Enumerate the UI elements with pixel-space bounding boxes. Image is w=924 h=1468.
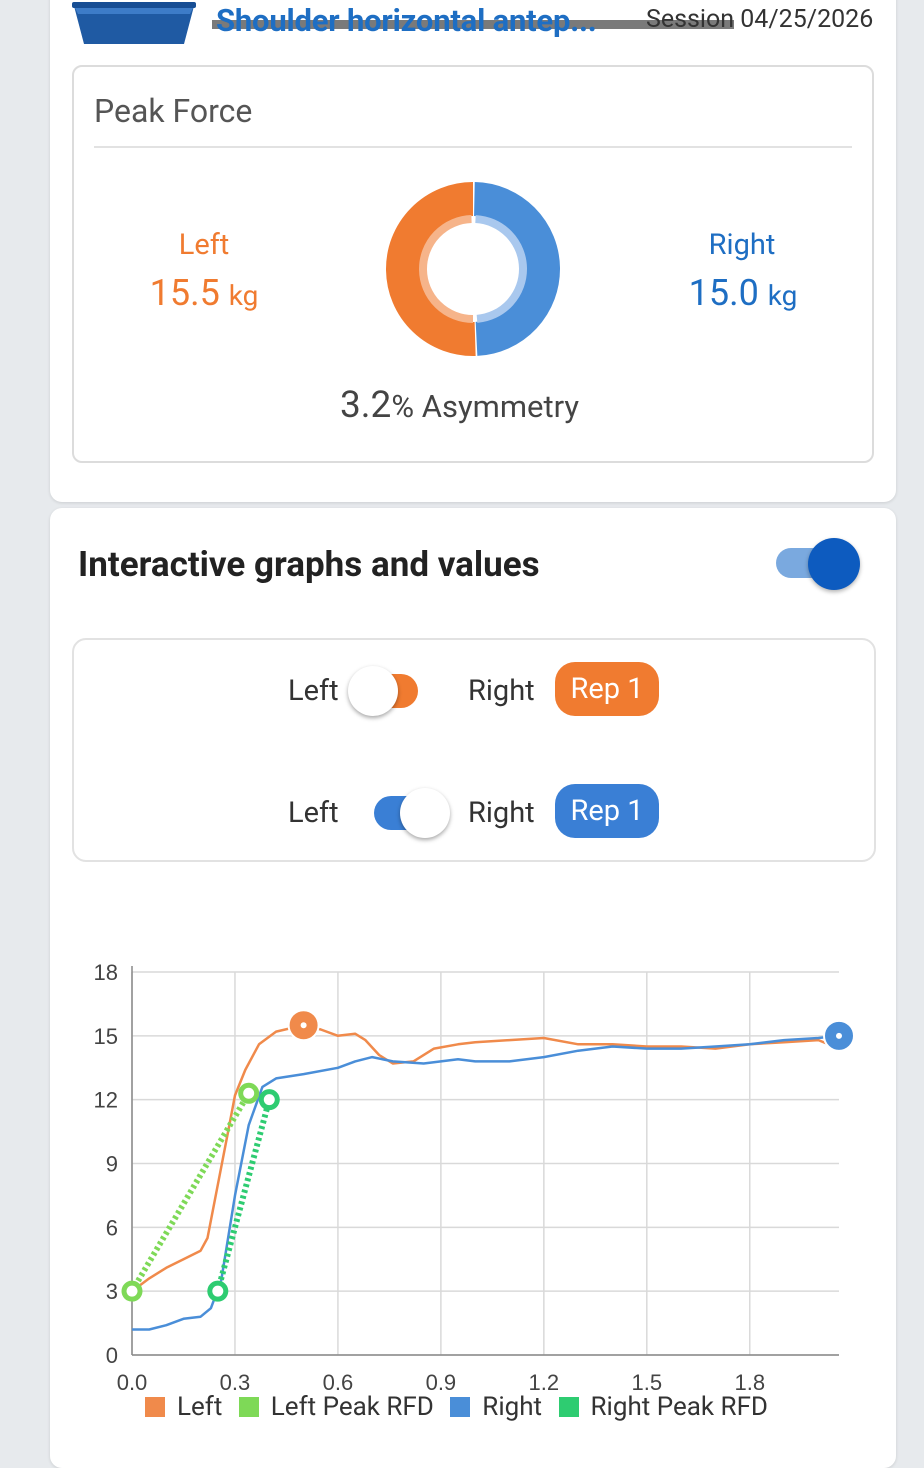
rfd-marker: [121, 1280, 143, 1302]
peak-marker-center: [300, 1022, 307, 1029]
donut-left-slice: [386, 182, 476, 356]
x-tick-label: 0.9: [426, 1370, 457, 1395]
asymmetry-value: 3.2: [340, 384, 392, 427]
toggle-knob: [400, 788, 450, 838]
row1-right-label: Right: [468, 674, 535, 708]
legend-label: Right: [482, 1392, 543, 1422]
legend-swatch: [558, 1397, 579, 1417]
row1-side-toggle[interactable]: [336, 662, 422, 718]
legend-label: Right Peak RFD: [590, 1392, 768, 1422]
legend-swatch: [450, 1397, 471, 1417]
x-tick-label: 0.0: [117, 1370, 148, 1395]
section-title: Interactive graphs and values: [78, 544, 540, 585]
rfd-marker: [207, 1280, 229, 1302]
donut-left-inner: [419, 215, 474, 323]
x-tick-label: 1.2: [529, 1370, 560, 1395]
exercise-title[interactable]: Shoulder horizontal antep...: [216, 2, 597, 39]
y-tick-label: 18: [94, 960, 118, 985]
y-tick-label: 9: [106, 1152, 118, 1177]
series-line-left: [131, 1023, 830, 1293]
left-value-unit: kg: [228, 279, 259, 312]
y-tick-label: 0: [106, 1343, 118, 1368]
peak-marker-center: [836, 1032, 842, 1039]
legend-label: Left Peak RFD: [270, 1392, 434, 1422]
rep-selector-panel: [72, 638, 876, 862]
legend-label: Left: [177, 1392, 223, 1422]
right-value-number: 15.0: [688, 272, 759, 314]
rfd-marker: [258, 1089, 280, 1111]
donut-right-inner: [475, 215, 527, 323]
x-tick-label: 0.6: [323, 1370, 354, 1395]
header-scroll-bar: [212, 20, 734, 29]
toggle-knob: [348, 666, 398, 716]
chart-legend: Left Left Peak RFD Right Right Peak RFD: [145, 1392, 778, 1422]
graphs-toggle[interactable]: [776, 536, 862, 592]
session-date: Session 04/25/2026: [646, 5, 874, 34]
rfd-marker: [238, 1082, 260, 1104]
donut-right-slice: [473, 182, 560, 356]
asymmetry-readout: 3.2% Asymmetry: [340, 384, 579, 427]
x-tick-label: 1.5: [632, 1370, 663, 1395]
row2-side-toggle[interactable]: [356, 784, 450, 840]
right-value-unit: kg: [767, 279, 798, 312]
legend-right[interactable]: Right: [450, 1392, 542, 1422]
y-tick-label: 15: [94, 1024, 118, 1049]
asymmetry-suffix: % Asymmetry: [391, 388, 580, 425]
exercise-icon: [72, 2, 196, 44]
divider: [94, 146, 852, 148]
row1-left-label: Left: [288, 674, 339, 708]
peak-force-panel: [72, 65, 874, 463]
row2-right-label: Right: [468, 796, 535, 830]
y-tick-label: 6: [106, 1215, 118, 1240]
right-label: Right: [708, 228, 776, 262]
left-label: Left: [178, 228, 230, 262]
legend-swatch: [238, 1397, 259, 1417]
y-tick-label: 12: [94, 1088, 118, 1113]
series-line-right: [132, 1034, 840, 1331]
y-tick-label: 3: [106, 1279, 118, 1304]
left-peak-value: 15.5 kg: [104, 272, 304, 314]
row1-rep-button[interactable]: Rep 1: [555, 662, 659, 716]
x-tick-label: 1.8: [734, 1370, 765, 1395]
x-tick-label: 0.3: [220, 1370, 251, 1395]
row2-rep-button[interactable]: Rep 1: [555, 784, 659, 838]
legend-left[interactable]: Left: [145, 1392, 222, 1422]
left-value-number: 15.5: [149, 272, 220, 314]
legend-left-peak-rfd[interactable]: Left Peak RFD: [238, 1392, 434, 1422]
row2-left-label: Left: [288, 796, 339, 830]
legend-right-peak-rfd[interactable]: Right Peak RFD: [558, 1392, 768, 1422]
asymmetry-donut-chart: [386, 182, 560, 356]
legend-swatch: [145, 1397, 165, 1417]
right-peak-value: 15.0 kg: [643, 272, 843, 314]
force-time-chart[interactable]: 0 3 6 9 12 15 18 0.0 0.3 0.6 0.9 1.2 1.5 1.8: [0, 940, 924, 1442]
panel-title: Peak Force: [94, 92, 253, 130]
series-line-left-peak-rfd: [129, 1091, 252, 1293]
toggle-knob: [808, 538, 860, 590]
